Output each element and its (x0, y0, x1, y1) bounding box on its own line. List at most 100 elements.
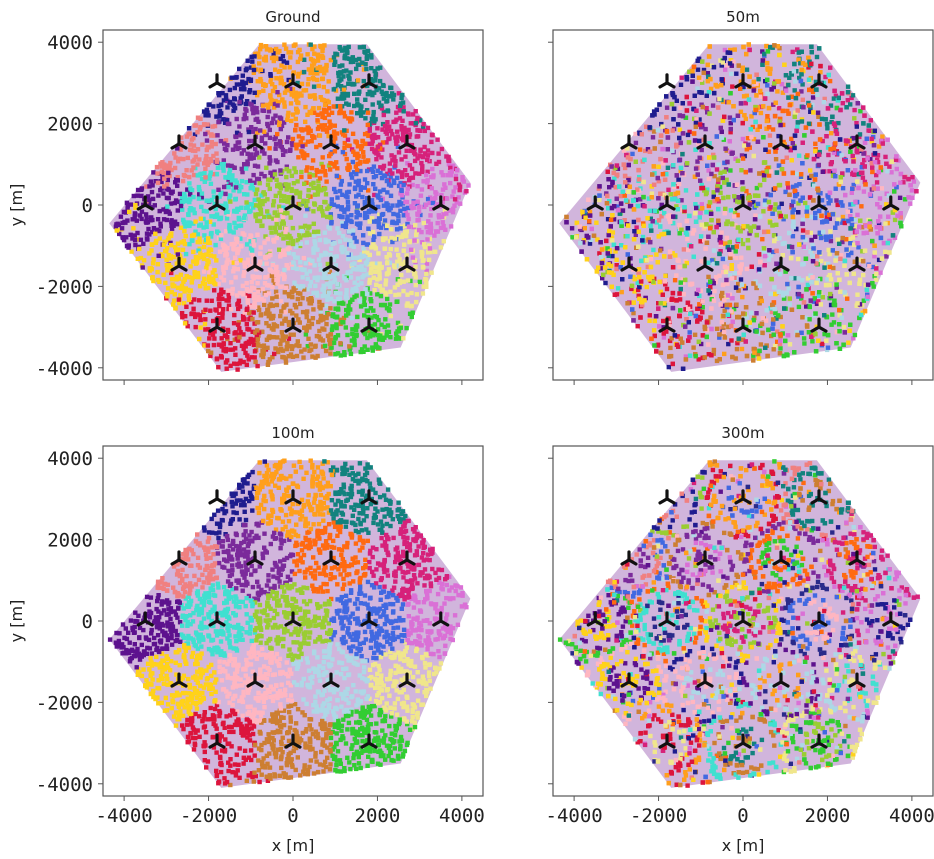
scatter-point (199, 204, 204, 210)
scatter-point (211, 222, 216, 227)
scatter-point (125, 206, 130, 211)
scatter-point (362, 344, 367, 349)
scatter-point (368, 270, 373, 276)
scatter-point (164, 182, 170, 187)
scatter-point (345, 207, 350, 212)
scatter-point (250, 59, 255, 64)
scatter-point (271, 269, 276, 275)
scatter-point (412, 158, 418, 164)
scatter-point (197, 298, 202, 303)
scatter-point (841, 218, 846, 223)
scatter-point (367, 125, 372, 131)
scatter-point (252, 54, 257, 59)
scatter-point (311, 290, 316, 296)
scatter-point (399, 188, 404, 194)
scatter-point (295, 94, 300, 99)
scatter-point (351, 244, 357, 249)
scatter-point (231, 230, 236, 235)
scatter-point (355, 282, 361, 288)
scatter-point (225, 246, 230, 251)
scatter-point (304, 328, 309, 333)
scatter-point (196, 196, 202, 201)
scatter-point (441, 223, 446, 229)
scatter-point (237, 304, 243, 309)
scatter-point (365, 83, 370, 89)
scatter-point (212, 214, 218, 219)
scatter-point (820, 341, 825, 347)
scatter-point (332, 123, 337, 128)
scatter-point (321, 317, 326, 322)
scatter-point (164, 246, 170, 251)
scatter-point (344, 68, 349, 73)
scatter-point (740, 294, 745, 300)
scatter-point (303, 119, 308, 124)
scatter-point (128, 202, 134, 207)
scatter-point (263, 54, 268, 60)
y-tick-label: 0 (82, 195, 93, 217)
scatter-point (199, 195, 204, 200)
scatter-point (695, 306, 700, 311)
scatter-point (213, 141, 218, 147)
scatter-point (285, 88, 290, 93)
scatter-point (357, 212, 362, 218)
scatter-point (375, 277, 380, 282)
scatter-point (336, 175, 342, 180)
scatter-point (362, 302, 367, 308)
scatter-point (399, 234, 405, 240)
scatter-point (672, 278, 678, 283)
scatter-point (320, 112, 325, 118)
scatter-point (181, 156, 186, 162)
scatter-point (275, 159, 280, 165)
scatter-point (697, 117, 702, 122)
scatter-point (271, 313, 276, 319)
scatter-point (441, 239, 446, 244)
scatter-point (293, 169, 298, 175)
scatter-point (373, 173, 379, 179)
scatter-point (346, 303, 351, 309)
scatter-point (231, 321, 237, 326)
scatter-point (156, 253, 161, 258)
scatter-point (625, 183, 630, 188)
scatter-point (352, 338, 357, 344)
scatter-point (610, 230, 616, 235)
scatter-point (665, 165, 671, 170)
scatter-point (183, 314, 188, 319)
scatter-point (304, 203, 309, 208)
scatter-point (303, 127, 308, 132)
scatter-point (195, 270, 201, 276)
scatter-point (241, 83, 246, 89)
scatter-point (277, 225, 283, 230)
scatter-point (770, 45, 775, 50)
scatter-point (293, 142, 299, 147)
scatter-point (370, 202, 375, 207)
scatter-point (329, 221, 334, 226)
scatter-point (738, 109, 744, 114)
scatter-point (381, 203, 387, 208)
scatter-point (180, 260, 185, 265)
scatter-point (662, 192, 667, 198)
scatter-point (884, 254, 889, 259)
scatter-point (236, 306, 241, 312)
scatter-point (392, 236, 398, 241)
scatter-point (322, 43, 327, 48)
scatter-point (265, 197, 270, 202)
scatter-point (274, 76, 279, 81)
scatter-point (193, 219, 198, 224)
scatter-point (735, 341, 740, 346)
scatter-point (340, 220, 345, 226)
scatter-point (361, 110, 366, 115)
scatter-point (216, 281, 221, 287)
scatter-point (310, 316, 316, 321)
scatter-point (718, 170, 723, 175)
scatter-point (379, 264, 384, 270)
scatter-point (255, 93, 260, 98)
scatter-point (312, 44, 317, 49)
scatter-point (205, 162, 210, 167)
scatter-point (417, 279, 422, 285)
scatter-point (208, 350, 214, 355)
scatter-point (355, 78, 361, 83)
scatter-point (161, 207, 166, 212)
scatter-point (154, 238, 159, 244)
scatter-point (182, 229, 187, 234)
scatter-point (781, 139, 786, 145)
